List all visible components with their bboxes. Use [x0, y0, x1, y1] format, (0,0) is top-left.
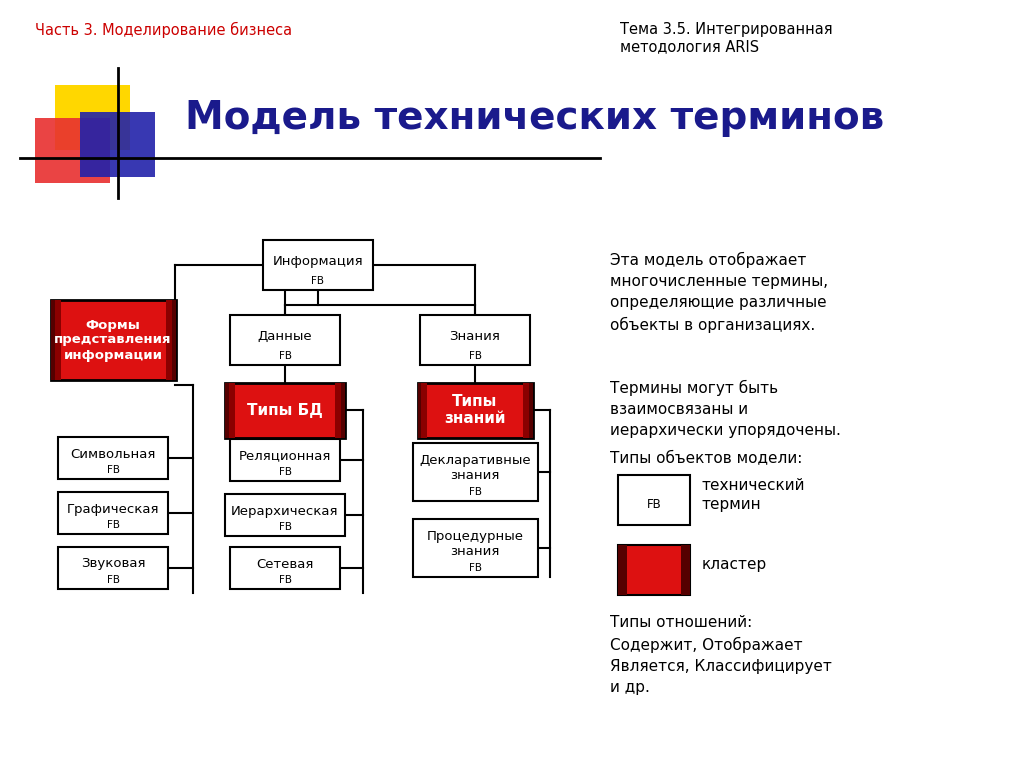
Bar: [681, 545, 690, 595]
Bar: [50, 300, 60, 380]
Text: Эта модель отображает
многочисленные термины,
определяющие различные
объекты в о: Эта модель отображает многочисленные тер…: [610, 252, 828, 333]
Bar: [420, 315, 530, 365]
Bar: [225, 383, 228, 437]
Text: Типы
знаний: Типы знаний: [444, 393, 506, 426]
Text: кластер: кластер: [702, 558, 767, 572]
Text: Часть 3. Моделирование бизнеса: Часть 3. Моделирование бизнеса: [35, 22, 292, 38]
Text: Декларативные
знания: Декларативные знания: [419, 454, 530, 482]
Bar: [58, 492, 168, 534]
Bar: [413, 519, 538, 577]
Text: Типы БД: Типы БД: [247, 403, 323, 417]
Bar: [418, 383, 427, 437]
Bar: [80, 112, 155, 177]
Text: Символьная: Символьная: [71, 447, 156, 460]
Text: FB: FB: [106, 575, 120, 585]
Text: FB: FB: [106, 520, 120, 530]
Text: Сетевая: Сетевая: [256, 558, 313, 571]
Bar: [35, 118, 110, 183]
Bar: [171, 300, 175, 380]
Text: FB: FB: [469, 487, 481, 497]
Bar: [50, 300, 54, 380]
Text: Графическая: Графическая: [67, 502, 160, 515]
Text: Процедурные
знания: Процедурные знания: [427, 530, 523, 558]
Bar: [618, 545, 627, 595]
Text: FB: FB: [469, 563, 481, 573]
Text: Типы объектов модели:: Типы объектов модели:: [610, 450, 803, 465]
Bar: [225, 494, 345, 536]
Bar: [230, 547, 340, 589]
Bar: [58, 437, 168, 479]
Bar: [618, 545, 690, 595]
Text: Типы отношений:
Содержит, Отображает
Является, Классифицирует
и др.: Типы отношений: Содержит, Отображает Явл…: [610, 615, 831, 695]
Bar: [230, 315, 340, 365]
Bar: [58, 547, 168, 589]
Text: Информация: Информация: [272, 255, 364, 268]
Text: FB: FB: [106, 465, 120, 475]
Bar: [413, 443, 538, 501]
Text: FB: FB: [279, 351, 292, 361]
Text: Реляционная: Реляционная: [239, 449, 331, 463]
Text: Тема 3.5. Интегрированная
методология ARIS: Тема 3.5. Интегрированная методология AR…: [620, 22, 833, 54]
Text: FB: FB: [646, 499, 662, 512]
Bar: [523, 383, 532, 437]
Text: Формы
представления
информации: Формы представления информации: [54, 318, 172, 361]
Bar: [618, 475, 690, 525]
Text: Термины могут быть
взаимосвязаны и
иерархически упорядочены.: Термины могут быть взаимосвязаны и иерар…: [610, 380, 841, 438]
Bar: [528, 383, 532, 437]
Text: Иерархическая: Иерархическая: [231, 505, 339, 518]
Bar: [50, 300, 175, 380]
Bar: [341, 383, 345, 437]
Text: Звуковая: Звуковая: [81, 558, 145, 571]
Bar: [166, 300, 175, 380]
Bar: [55, 85, 130, 150]
Text: FB: FB: [311, 276, 325, 286]
Bar: [230, 439, 340, 481]
Bar: [263, 240, 373, 290]
Bar: [336, 383, 345, 437]
Text: FB: FB: [279, 467, 292, 477]
Bar: [418, 383, 421, 437]
Bar: [418, 383, 532, 437]
Text: FB: FB: [279, 575, 292, 585]
Text: технический
термин: технический термин: [702, 478, 806, 512]
Text: FB: FB: [469, 351, 481, 361]
Bar: [225, 383, 234, 437]
Text: Знания: Знания: [450, 330, 501, 343]
Text: Данные: Данные: [258, 330, 312, 343]
Text: FB: FB: [279, 522, 292, 532]
Text: Модель технических терминов: Модель технических терминов: [185, 99, 885, 137]
Bar: [225, 383, 345, 437]
